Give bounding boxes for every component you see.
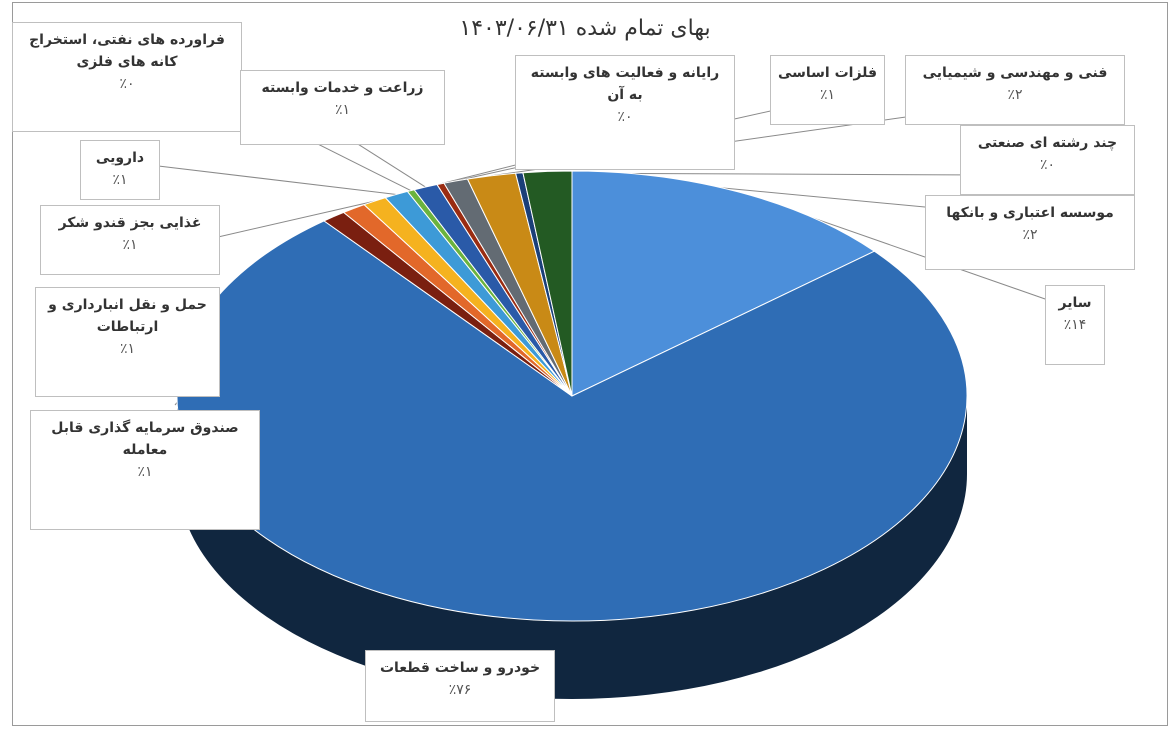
callout-computer: رایانه و فعالیت های وابسته به آن ٪۰ xyxy=(515,55,735,170)
slice-value-label: ٪۱ xyxy=(112,172,128,188)
slice-value-label: ٪۷۶ xyxy=(448,682,472,698)
leader-line xyxy=(149,164,397,195)
callout-auto-parts: خودرو و ساخت قطعات ٪۷۶ xyxy=(365,650,555,722)
slice-value-label: ٪۲ xyxy=(1007,87,1023,103)
callout-food: غذایی بجز قندو شکر ٪۱ xyxy=(40,205,220,275)
chart-title: بهای تمام شده ۱۴۰۳/۰۶/۳۱ xyxy=(459,16,711,41)
callout-other: سایر ٪۱۴ xyxy=(1045,285,1105,365)
callout-transport: حمل و نقل انبارداری و ارتباطات ٪۱ xyxy=(35,287,220,397)
slice-label: زراعت و خدمات وابسته xyxy=(261,80,424,96)
callout-basic-metals: فلزات اساسی ٪۱ xyxy=(770,55,885,125)
slice-value-label: ٪۰ xyxy=(1039,157,1056,173)
callout-banks: موسسه اعتباری و بانکها ٪۲ xyxy=(925,195,1135,270)
slice-value-label: ٪۱ xyxy=(137,464,153,480)
slice-value-label: ٪۱ xyxy=(334,102,351,118)
slice-label: فنی و مهندسی و شیمیایی xyxy=(922,65,1108,81)
slice-label: خودرو و ساخت قطعات xyxy=(379,660,541,676)
slice-label: دارویی xyxy=(95,150,145,166)
leader-line xyxy=(204,200,375,241)
callout-engineering-chemical: فنی و مهندسی و شیمیایی ٪۲ xyxy=(905,55,1125,125)
slice-label: چند رشته ای صنعتی xyxy=(977,135,1118,151)
pie-side-segment xyxy=(177,396,967,699)
callout-multi-industrial: چند رشته ای صنعتی ٪۰ xyxy=(960,125,1135,195)
pie-slice xyxy=(522,170,573,397)
callout-etf: صندوق سرمایه گذاری قابل معامله ٪۱ xyxy=(30,410,260,530)
callout-petroleum-mining: فراورده های نفتی، استخراج کانه های فلزی … xyxy=(12,22,242,132)
callout-agriculture: زراعت و خدمات وابسته ٪۱ xyxy=(240,70,445,145)
slice-value-label: ٪۱ xyxy=(122,237,138,253)
slice-label: فراورده های نفتی، استخراج کانه های فلزی xyxy=(29,32,225,70)
slice-label: موسسه اعتباری و بانکها xyxy=(946,205,1114,221)
slice-value-label: ٪۰ xyxy=(119,76,135,92)
slice-value-label: ٪۲ xyxy=(1022,227,1038,243)
pie-side-wall xyxy=(177,396,967,699)
callout-pharma: دارویی ٪۱ xyxy=(80,140,160,200)
slice-label: صندوق سرمایه گذاری قابل معامله xyxy=(51,420,239,458)
slice-label: غذایی بجز قندو شکر xyxy=(58,215,202,231)
slice-label: حمل و نقل انبارداری و ارتباطات xyxy=(48,297,207,335)
pie-slice xyxy=(571,170,876,397)
pie-top-face xyxy=(176,170,968,622)
slice-label: سایر xyxy=(1058,295,1092,311)
slice-value-label: ٪۱ xyxy=(119,341,136,357)
slice-label: فلزات اساسی xyxy=(777,65,878,81)
slice-value-label: ٪۱ xyxy=(819,87,836,103)
slice-value-label: ٪۰ xyxy=(617,109,633,125)
slice-value-label: ٪۱۴ xyxy=(1063,317,1087,333)
slice-label: رایانه و فعالیت های وابسته به آن xyxy=(530,65,720,103)
